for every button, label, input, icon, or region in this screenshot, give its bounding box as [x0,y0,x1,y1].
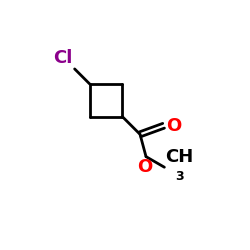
Text: O: O [138,158,153,176]
Text: O: O [166,117,181,135]
Text: Cl: Cl [53,49,73,67]
Text: CH: CH [165,148,194,166]
Text: 3: 3 [175,170,184,182]
